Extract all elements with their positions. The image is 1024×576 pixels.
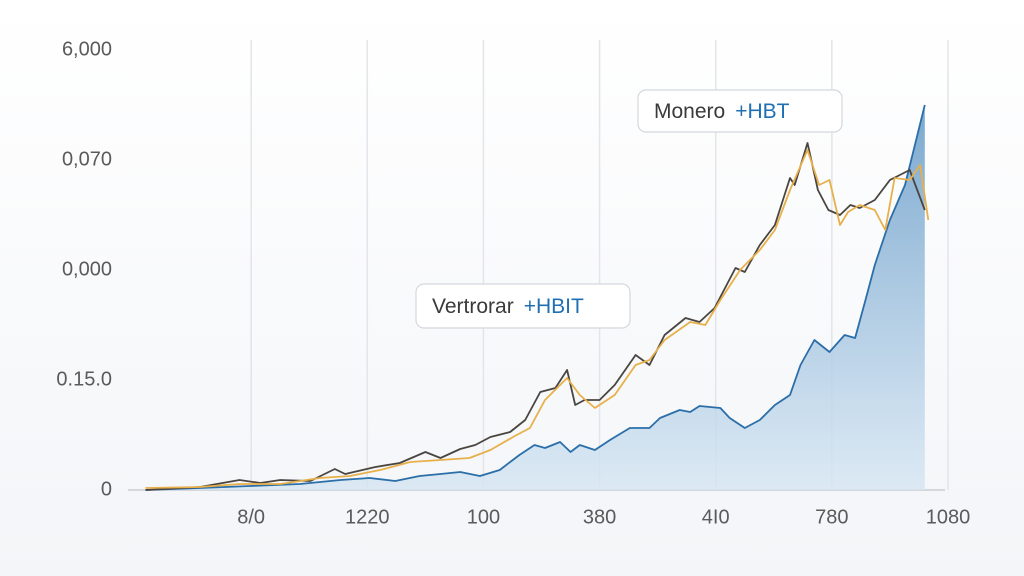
annotation-tag: +HBIT	[524, 295, 584, 318]
y-tick-label: 0.15.0	[56, 368, 112, 390]
y-tick-label: 6,000	[62, 38, 112, 60]
x-tick-label: 780	[815, 506, 848, 528]
plot	[145, 104, 930, 491]
x-tick-label: 100	[467, 506, 500, 528]
x-tick-label: 380	[583, 506, 616, 528]
area	[145, 105, 925, 490]
labels: 8/0 1220 100 380 4I0 780 1080 0 0.15.0 0,000 0,070…	[56, 38, 970, 528]
x-tick-label: 4I0	[702, 506, 730, 528]
annotation-box	[415, 283, 631, 329]
y-tick-label: 0,000	[62, 258, 112, 280]
y-tick-label: 0,070	[62, 148, 112, 170]
annotation-label: Monero	[654, 100, 725, 123]
series-line	[145, 104, 926, 491]
x-tick-label: 1220	[345, 506, 390, 528]
x-tick-label: 1080	[926, 506, 971, 528]
series-line	[145, 149, 930, 489]
annotation-text: Monero +HBT	[654, 100, 790, 123]
y-tick-label: 0	[101, 478, 112, 500]
annotation-label: Vertrorar	[432, 295, 514, 318]
annotation-box	[637, 89, 843, 133]
x-tick-label: 8/0	[237, 506, 265, 528]
annotation-text: Vertrorar +HBIT	[432, 295, 584, 318]
series-line	[145, 142, 926, 491]
annotation-tag: +HBT	[735, 100, 789, 123]
